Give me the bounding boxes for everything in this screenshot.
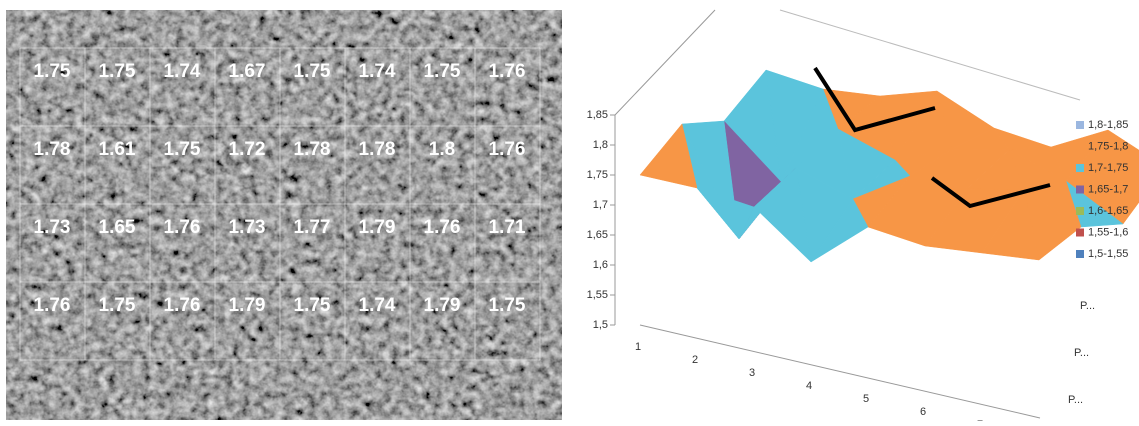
x-tick-label: 6: [920, 406, 926, 418]
cell-value: 1.8: [429, 139, 455, 160]
legend-swatch: [1076, 207, 1084, 215]
legend-swatch: [1076, 164, 1084, 172]
figure: 1.75 1.75 1.74 1.67 1.75 1.74 1.75 1.76 1.78 1.61…: [0, 0, 1139, 421]
back-wall-edge: [615, 10, 715, 115]
z-tick-label: 1,5: [593, 319, 608, 331]
legend-swatch: [1076, 121, 1084, 129]
soil-photo: [6, 10, 562, 420]
cell-value: 1.75: [294, 295, 331, 316]
z-tick-label: 1,65: [587, 229, 608, 241]
cell-value: 1.79: [424, 295, 461, 316]
cell-value: 1.77: [294, 217, 331, 238]
x-tick-label: 5: [863, 393, 869, 405]
cell-value: 1.73: [34, 217, 71, 238]
legend-label: 1,75-1,8: [1088, 140, 1128, 152]
legend-swatch: [1076, 250, 1084, 258]
depth-label: P...: [1074, 347, 1089, 359]
cell-value: 1.76: [489, 139, 526, 160]
z-tick-label: 1,8: [593, 139, 608, 151]
legend-label: 1,6-1,65: [1088, 205, 1128, 217]
x-tick-label: 1: [635, 341, 641, 353]
legend-label: 1,65-1,7: [1088, 183, 1128, 195]
cell-value: 1.75: [294, 61, 331, 82]
legend-label: 1,55-1,6: [1088, 226, 1128, 238]
z-tick-label: 1,7: [593, 199, 608, 211]
z-tick-label: 1,6: [593, 259, 608, 271]
cell-value: 1.76: [34, 295, 71, 316]
cell-value: 1.75: [34, 61, 71, 82]
cell-value: 1.74: [359, 61, 396, 82]
x-axis: [640, 325, 1040, 418]
cell-value: 1.65: [99, 217, 136, 238]
legend-swatch: [1076, 229, 1084, 237]
depth-label: P...: [1080, 300, 1095, 312]
cell-value: 1.73: [229, 217, 266, 238]
cell-value: 1.75: [424, 61, 461, 82]
cell-value: 1.75: [489, 295, 526, 316]
x-tick-label: 4: [806, 380, 812, 392]
cell-value: 1.78: [34, 139, 71, 160]
cell-value: 1.76: [489, 61, 526, 82]
cell-value: 1.61: [99, 139, 136, 160]
cell-value: 1.76: [164, 295, 201, 316]
cell-value: 1.71: [489, 217, 526, 238]
legend-label: 1,8-1,85: [1088, 119, 1128, 131]
cell-value: 1.74: [359, 295, 396, 316]
x-tick-label: 3: [749, 367, 755, 379]
cell-value: 1.78: [294, 139, 331, 160]
z-tick-label: 1,55: [587, 289, 608, 301]
cell-value: 1.79: [229, 295, 266, 316]
page: 1.75 1.75 1.74 1.67 1.75 1.74 1.75 1.76 1.78 1.61…: [0, 0, 1139, 421]
cell-value: 1.76: [164, 217, 201, 238]
cell-value: 1.76: [424, 217, 461, 238]
x-tick-label: 2: [692, 354, 698, 366]
cell-value: 1.75: [164, 139, 201, 160]
legend-swatch: [1076, 186, 1084, 194]
cell-value: 1.79: [359, 217, 396, 238]
cell-value: 1.75: [99, 61, 136, 82]
surface-chart: 1,51,551,61,651,71,751,81,8512345678P...…: [587, 10, 1139, 421]
cell-value: 1.72: [229, 139, 266, 160]
cell-value: 1.78: [359, 139, 396, 160]
depth-label: P...: [1068, 394, 1083, 406]
cell-value: 1.74: [164, 61, 201, 82]
legend-label: 1,7-1,75: [1088, 162, 1128, 174]
z-tick-label: 1,75: [587, 169, 608, 181]
cell-value: 1.67: [229, 61, 266, 82]
z-tick-label: 1,85: [587, 109, 608, 121]
legend-swatch: [1076, 143, 1084, 151]
legend-label: 1,5-1,55: [1088, 248, 1128, 260]
cell-value: 1.75: [99, 295, 136, 316]
